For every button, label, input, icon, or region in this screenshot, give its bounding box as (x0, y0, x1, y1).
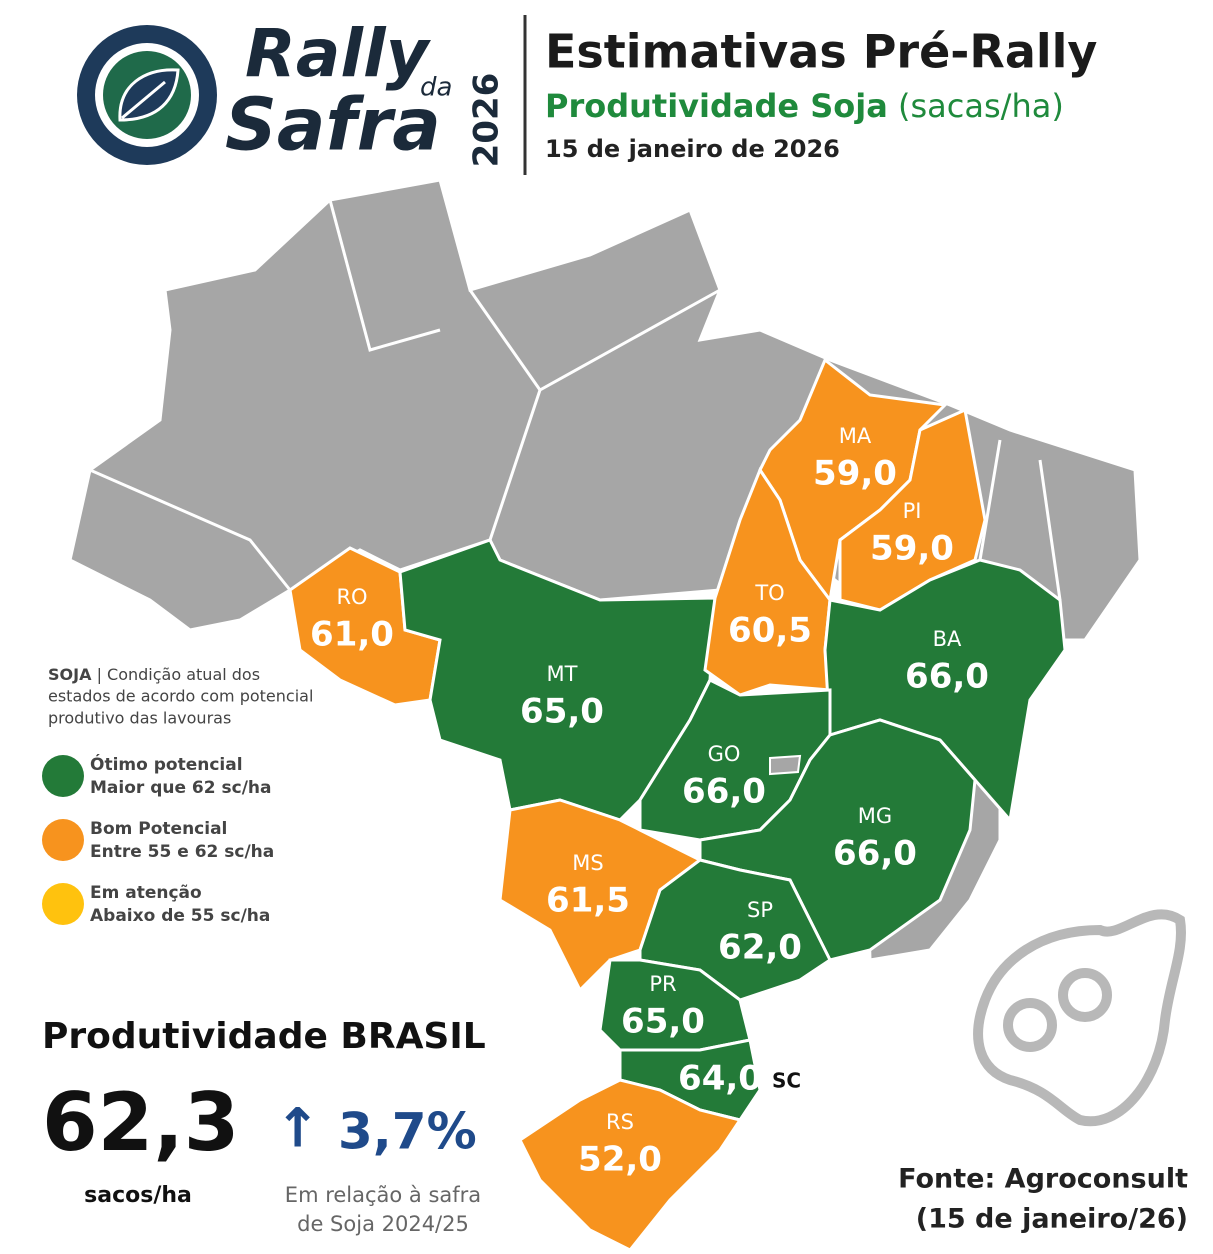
state-abbr: SP (747, 898, 773, 922)
state-value: 62,0 (718, 928, 802, 968)
state-abbr: RS (606, 1110, 634, 1134)
legend-title: Bom Potencial (90, 819, 227, 839)
logo-leaf (118, 68, 180, 122)
state-shape (758, 357, 949, 604)
state-value: 59,0 (813, 454, 897, 494)
state-value: 66,0 (905, 657, 989, 697)
state-abbr: MA (839, 424, 872, 448)
summary-value: 62,3 (42, 1076, 239, 1169)
state-abbr: PR (649, 972, 676, 996)
legend-intro: SOJA | Condição atual dos (48, 665, 260, 684)
source: (15 de janeiro/26) (916, 1204, 1188, 1235)
summary-title: Produtividade BRASIL (42, 1016, 486, 1057)
state-value: 66,0 (833, 834, 917, 874)
soy-icon (973, 909, 1186, 1127)
state-abbr: MG (858, 804, 892, 828)
state-value: 65,0 (520, 692, 604, 732)
summary-change: 3,7% (338, 1103, 477, 1161)
state-value: 65,0 (621, 1002, 705, 1042)
state-value: 61,0 (310, 615, 394, 655)
state-value: 66,0 (682, 772, 766, 812)
subtitle-unit: (sacas/ha) (898, 87, 1064, 125)
summary-arrow: ↑ (275, 1097, 320, 1160)
state-abbr: RO (336, 585, 367, 609)
state-value: 60,5 (728, 611, 812, 651)
legend-desc: Abaixo de 55 sc/ha (90, 906, 270, 926)
summary-note: de Soja 2024/25 (297, 1212, 469, 1236)
legend-swatch (42, 819, 84, 861)
logo-word: da (420, 73, 452, 103)
state-abbr: MT (547, 662, 578, 686)
map-borders (89, 199, 1062, 601)
subtitle-text: Produtividade Soja (545, 87, 888, 125)
state-value: 52,0 (578, 1140, 662, 1180)
logo: Rally da Safra 2026 (77, 15, 507, 167)
legend-desc: Maior que 62 sc/ha (90, 778, 271, 798)
source: Fonte: Agroconsult (898, 1164, 1188, 1195)
logo-word: Safra (225, 83, 441, 167)
state-abbr: MS (572, 851, 603, 875)
legend-swatch (42, 883, 84, 925)
state-value: 59,0 (870, 529, 954, 569)
title: Estimativas Pré-Rally (545, 25, 1097, 79)
legend-intro-line: | Condição atual dos (97, 665, 261, 684)
legend-intro-bold: SOJA (48, 665, 92, 684)
state-shape (638, 858, 832, 1002)
state-shape (769, 754, 802, 776)
state-abbr: SC (772, 1069, 801, 1093)
state-abbr: BA (933, 627, 962, 651)
state-value: 64,0 (678, 1059, 762, 1099)
legend: SOJA | Condição atual dos estados de aco… (42, 665, 313, 926)
legend-intro-line: produtivo das lavouras (48, 709, 231, 728)
legend-intro-line: estados de acordo com potencial (48, 687, 313, 706)
date: 15 de janeiro de 2026 (545, 135, 840, 163)
legend-swatch (42, 755, 84, 797)
state-abbr: TO (754, 581, 784, 605)
summary-unit: sacos/ha (84, 1183, 192, 1208)
legend-desc: Entre 55 e 62 sc/ha (90, 842, 274, 862)
legend-title: Ótimo potencial (90, 753, 243, 775)
state-value: 61,5 (546, 881, 630, 921)
state-abbr: PI (903, 499, 922, 523)
legend-title: Em atenção (90, 883, 202, 903)
subtitle: Produtividade Soja (sacas/ha) (545, 87, 1064, 125)
state-abbr: GO (708, 742, 741, 766)
summary-note: Em relação à safra (285, 1183, 481, 1207)
states (288, 357, 1067, 1252)
state-shape (518, 1078, 743, 1252)
logo-year: 2026 (467, 73, 507, 168)
state-shape (703, 466, 832, 697)
logo-word: Rally (245, 15, 432, 92)
